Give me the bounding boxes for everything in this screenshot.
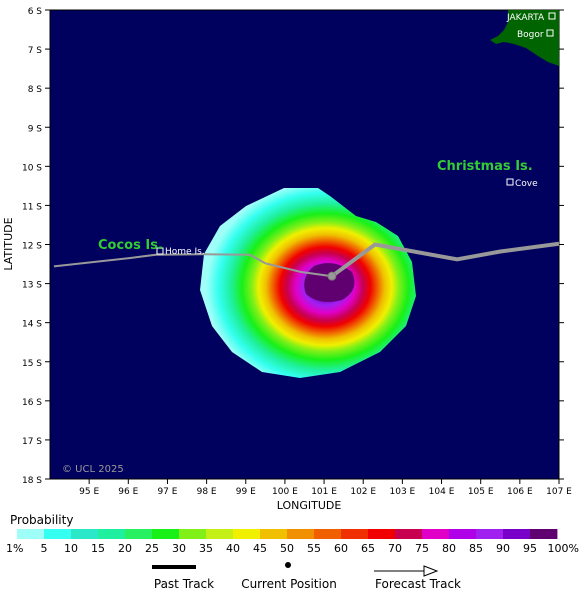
legend-label: 95 xyxy=(523,542,537,555)
legend-label: 50 xyxy=(280,542,294,555)
lat-tick-label: 13 S xyxy=(22,281,42,291)
lat-tick-label: 6 S xyxy=(28,7,43,17)
lon-tick-label: 103 E xyxy=(390,487,416,497)
legend-swatch xyxy=(233,529,261,539)
lon-tick-label: 101 E xyxy=(311,487,337,497)
legend-label: 5 xyxy=(41,542,48,555)
legend-swatch xyxy=(206,529,234,539)
legend-swatch xyxy=(179,529,207,539)
legend-label: 70 xyxy=(388,542,402,555)
current-position-marker xyxy=(327,271,337,281)
legend-label: 80 xyxy=(442,542,456,555)
lon-tick-label: 102 E xyxy=(350,487,376,497)
legend-swatch xyxy=(530,529,558,539)
jakarta-label: JAKARTA xyxy=(506,13,545,23)
legend-label: 60 xyxy=(334,542,348,555)
legend-label: 90 xyxy=(496,542,510,555)
lon-tick-label: 107 E xyxy=(546,487,572,497)
legend-swatch xyxy=(368,529,396,539)
legend-label: 25 xyxy=(145,542,159,555)
christmas-island-label: Christmas Is. xyxy=(437,159,533,174)
legend-swatch xyxy=(395,529,423,539)
bogor-marker xyxy=(546,29,554,37)
cove-label: Cove xyxy=(515,179,538,189)
probability-core xyxy=(304,263,355,302)
legend-label: 15 xyxy=(91,542,105,555)
y-axis-label: LATITUDE xyxy=(2,217,15,270)
cocos-islands-label: Cocos Is. xyxy=(98,238,163,253)
java-land xyxy=(490,10,559,66)
legend-swatch xyxy=(476,529,504,539)
legend-label: 20 xyxy=(118,542,132,555)
past-track-key-label: Past Track xyxy=(154,577,214,591)
lat-tick-label: 16 S xyxy=(22,398,42,408)
legend-swatch xyxy=(17,529,45,539)
past-track xyxy=(53,253,333,278)
cove-marker xyxy=(506,178,514,186)
forecast-track xyxy=(330,241,559,278)
legend-swatch xyxy=(449,529,477,539)
current-position-key-label: Current Position xyxy=(241,577,337,591)
legend-label: 100% xyxy=(548,542,579,555)
longitude-ticks: 95 E 96 E 97 E 98 E 99 E 100 E 101 E 102 E 103 E… xyxy=(79,479,572,497)
legend-label: 75 xyxy=(415,542,429,555)
bogor-label: Bogor xyxy=(517,30,544,40)
legend-swatch xyxy=(314,529,342,539)
legend-label: 10 xyxy=(64,542,78,555)
lat-tick-label: 18 S xyxy=(22,476,42,486)
lon-tick-label: 97 E xyxy=(157,487,177,497)
lon-tick-label: 95 E xyxy=(79,487,99,497)
lat-tick-label: 10 S xyxy=(22,163,42,173)
current-position-key-dot xyxy=(285,562,291,568)
legend-label: 55 xyxy=(307,542,321,555)
legend-swatch xyxy=(287,529,315,539)
forecast-track-key-arrow xyxy=(423,565,439,577)
lat-tick-label: 9 S xyxy=(28,124,43,134)
legend-label: 85 xyxy=(469,542,483,555)
home-island-marker xyxy=(156,247,164,255)
probability-legend xyxy=(17,529,558,539)
copyright: © UCL 2025 xyxy=(62,464,124,475)
legend-swatch xyxy=(152,529,180,539)
probability-legend-labels: 1% 5 10 15 20 25 30 35 40 45 50 55 60 65 70 75 80 85 90 95 1… xyxy=(6,542,579,555)
lat-tick-label: 17 S xyxy=(22,437,42,447)
lat-tick-label: 14 S xyxy=(22,320,42,330)
lat-tick-label: 15 S xyxy=(22,359,42,369)
legend-swatch xyxy=(71,529,99,539)
lon-tick-label: 105 E xyxy=(468,487,494,497)
lon-tick-label: 106 E xyxy=(507,487,533,497)
lat-tick-label: 7 S xyxy=(28,46,43,56)
legend-swatch xyxy=(44,529,72,539)
legend-label: 65 xyxy=(361,542,375,555)
legend-swatch xyxy=(341,529,369,539)
legend-title: Probability xyxy=(10,513,73,527)
lon-tick-label: 96 E xyxy=(118,487,138,497)
home-island-label: Home Is. xyxy=(165,247,205,257)
legend-swatch xyxy=(422,529,450,539)
lon-tick-label: 104 E xyxy=(429,487,455,497)
lat-tick-label: 8 S xyxy=(28,85,43,95)
legend-swatch xyxy=(125,529,153,539)
legend-label: 45 xyxy=(253,542,267,555)
lon-tick-label: 98 E xyxy=(197,487,217,497)
latitude-ticks: 6 S 7 S 8 S 9 S 10 S 11 S 12 S 13 S 14 S 15 S 16 S… xyxy=(22,7,564,486)
legend-label: 30 xyxy=(172,542,186,555)
legend-label: 35 xyxy=(199,542,213,555)
lon-tick-label: 100 E xyxy=(272,487,298,497)
jakarta-marker xyxy=(548,12,556,20)
forecast-track-key-label: Forecast Track xyxy=(375,577,461,591)
legend-label: 1% xyxy=(6,542,23,555)
legend-label: 40 xyxy=(226,542,240,555)
legend-swatch xyxy=(503,529,531,539)
lat-tick-label: 12 S xyxy=(22,242,42,252)
lon-tick-label: 99 E xyxy=(236,487,256,497)
legend-swatch xyxy=(98,529,126,539)
legend-swatch xyxy=(260,529,288,539)
x-axis-label: LONGITUDE xyxy=(277,499,342,512)
lat-tick-label: 11 S xyxy=(22,202,42,212)
